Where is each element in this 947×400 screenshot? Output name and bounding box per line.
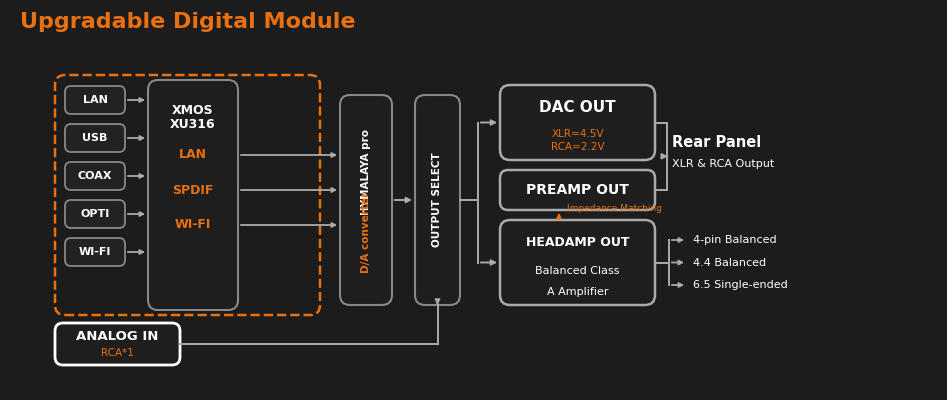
Text: USB: USB (82, 133, 108, 143)
FancyBboxPatch shape (500, 85, 655, 160)
Text: A Amplifier: A Amplifier (546, 287, 608, 297)
Text: ANALOG IN: ANALOG IN (77, 330, 159, 344)
Text: 4-pin Balanced: 4-pin Balanced (693, 235, 777, 245)
Text: Upgradable Digital Module: Upgradable Digital Module (20, 12, 355, 32)
Text: XLR=4.5V: XLR=4.5V (551, 129, 604, 139)
FancyBboxPatch shape (415, 95, 460, 305)
FancyBboxPatch shape (500, 220, 655, 305)
Text: LAN: LAN (179, 148, 207, 162)
FancyBboxPatch shape (65, 124, 125, 152)
FancyBboxPatch shape (65, 162, 125, 190)
Text: OPTI: OPTI (80, 209, 110, 219)
Text: XU316: XU316 (170, 118, 216, 132)
Text: Impedance Matching: Impedance Matching (567, 204, 662, 213)
Text: HEADAMP OUT: HEADAMP OUT (526, 236, 629, 248)
Text: Rear Panel: Rear Panel (672, 135, 761, 150)
Text: SPDIF: SPDIF (172, 184, 214, 196)
Text: WI-FI: WI-FI (79, 247, 111, 257)
Text: HYMALAYA pro: HYMALAYA pro (361, 129, 371, 215)
Text: COAX: COAX (78, 171, 113, 181)
FancyBboxPatch shape (55, 323, 180, 365)
Text: Balanced Class: Balanced Class (535, 266, 619, 276)
FancyBboxPatch shape (340, 95, 392, 305)
Text: XLR & RCA Output: XLR & RCA Output (672, 159, 775, 169)
Text: RCA=2.2V: RCA=2.2V (551, 142, 604, 152)
Text: 4.4 Balanced: 4.4 Balanced (693, 258, 766, 268)
Text: OUTPUT SELECT: OUTPUT SELECT (433, 153, 442, 247)
Text: 6.5 Single-ended: 6.5 Single-ended (693, 280, 788, 290)
Text: XMOS: XMOS (172, 104, 214, 116)
Text: DAC OUT: DAC OUT (539, 100, 616, 114)
FancyBboxPatch shape (500, 170, 655, 210)
FancyBboxPatch shape (148, 80, 238, 310)
Text: PREAMP OUT: PREAMP OUT (527, 183, 629, 197)
Text: RCA*1: RCA*1 (101, 348, 134, 358)
FancyBboxPatch shape (65, 86, 125, 114)
Text: D/A converter: D/A converter (361, 192, 371, 272)
Text: WI-FI: WI-FI (175, 218, 211, 232)
FancyBboxPatch shape (65, 200, 125, 228)
Text: LAN: LAN (82, 95, 107, 105)
FancyBboxPatch shape (65, 238, 125, 266)
